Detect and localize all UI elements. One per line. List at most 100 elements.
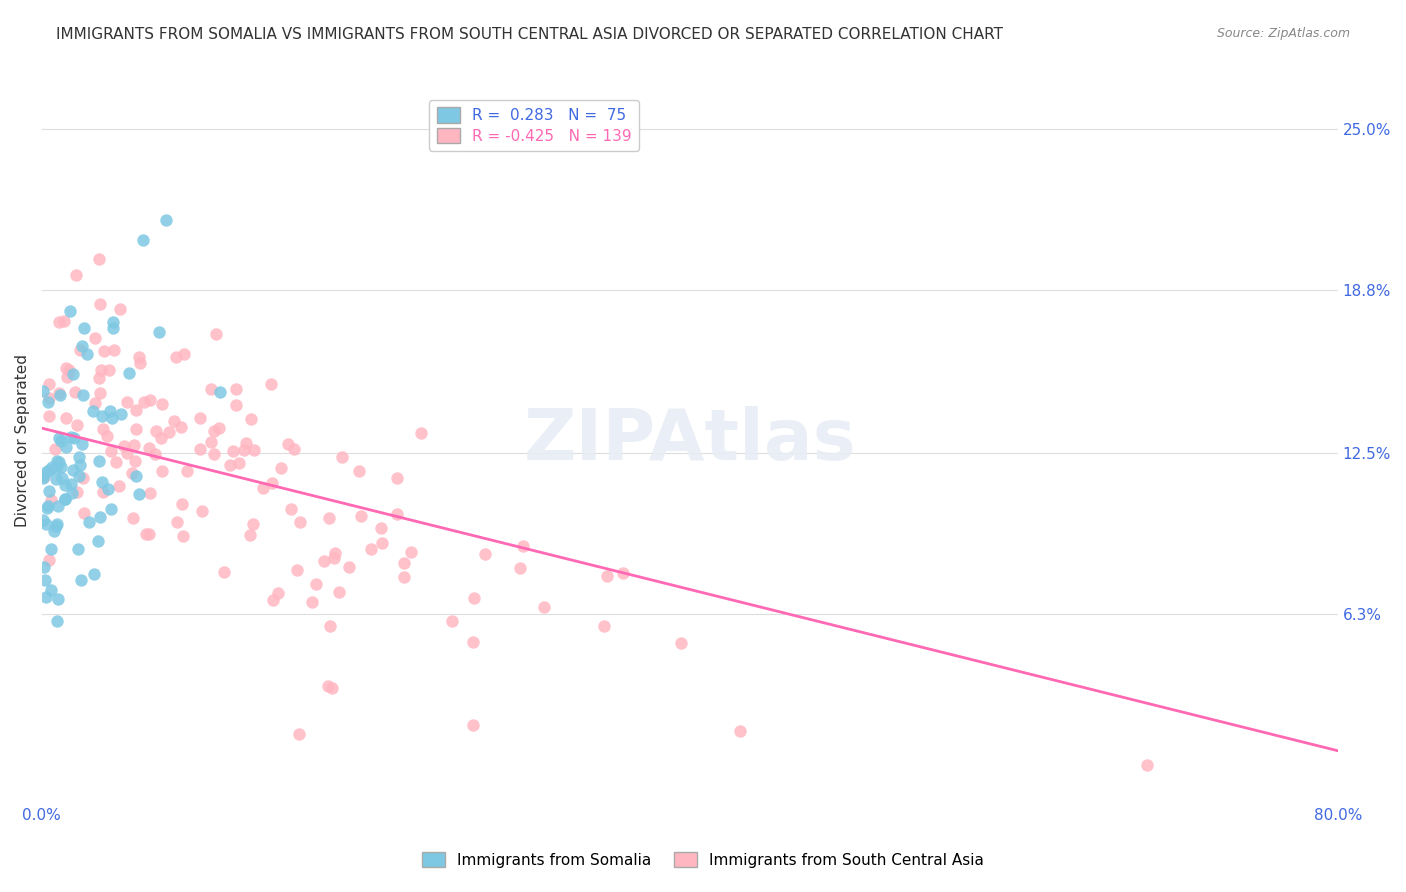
Point	[100, 411, 122, 425]
Point	[225, 398, 247, 412]
Point	[48, 431, 70, 445]
Point	[328, 584, 350, 599]
Point	[83, 567, 105, 582]
Point	[59, 476, 82, 491]
Point	[90, 362, 112, 376]
Point	[259, 377, 281, 392]
Point	[128, 356, 150, 370]
Point	[91, 475, 114, 489]
Point	[267, 586, 290, 600]
Point	[669, 636, 692, 650]
Point	[228, 456, 250, 470]
Point	[38, 391, 60, 405]
Point	[399, 544, 422, 558]
Point	[235, 436, 257, 450]
Point	[56, 370, 79, 384]
Point	[87, 454, 110, 468]
Point	[260, 476, 283, 491]
Point	[202, 447, 225, 461]
Legend: Immigrants from Somalia, Immigrants from South Central Asia: Immigrants from Somalia, Immigrants from…	[415, 844, 991, 875]
Point	[138, 441, 160, 455]
Point	[239, 528, 262, 542]
Point	[474, 547, 496, 561]
Point	[48, 385, 70, 400]
Point	[270, 460, 292, 475]
Point	[53, 492, 76, 507]
Point	[124, 437, 146, 451]
Point	[165, 351, 187, 365]
Point	[392, 570, 415, 584]
Point	[55, 441, 77, 455]
Point	[125, 422, 148, 436]
Point	[41, 460, 63, 475]
Point	[32, 384, 55, 399]
Point	[105, 455, 128, 469]
Point	[125, 469, 148, 483]
Point	[321, 681, 343, 695]
Point	[318, 511, 340, 525]
Point	[35, 500, 58, 515]
Point	[118, 366, 141, 380]
Point	[73, 506, 96, 520]
Point	[90, 409, 112, 423]
Point	[512, 540, 534, 554]
Point	[32, 512, 55, 526]
Point	[170, 497, 193, 511]
Point	[1136, 757, 1159, 772]
Point	[288, 516, 311, 530]
Point	[66, 542, 89, 557]
Point	[48, 387, 70, 401]
Point	[262, 593, 284, 607]
Point	[143, 446, 166, 460]
Point	[45, 454, 67, 468]
Point	[283, 442, 305, 456]
Point	[533, 599, 555, 614]
Point	[44, 442, 66, 456]
Point	[34, 516, 56, 531]
Legend: R =  0.283   N =  75, R = -0.425   N = 139: R = 0.283 N = 75, R = -0.425 N = 139	[429, 100, 640, 152]
Point	[103, 343, 125, 358]
Point	[337, 560, 360, 574]
Point	[277, 437, 299, 451]
Point	[350, 508, 373, 523]
Point	[37, 394, 59, 409]
Point	[67, 468, 90, 483]
Point	[89, 385, 111, 400]
Point	[91, 484, 114, 499]
Point	[312, 553, 335, 567]
Point	[97, 482, 120, 496]
Point	[100, 502, 122, 516]
Point	[202, 424, 225, 438]
Point	[461, 634, 484, 648]
Point	[77, 515, 100, 529]
Point	[370, 521, 392, 535]
Point	[59, 430, 82, 444]
Point	[200, 382, 222, 396]
Point	[76, 347, 98, 361]
Point	[138, 393, 160, 408]
Point	[440, 614, 463, 628]
Point	[115, 394, 138, 409]
Point	[49, 434, 72, 448]
Point	[205, 326, 228, 341]
Point	[91, 421, 114, 435]
Point	[89, 509, 111, 524]
Point	[509, 561, 531, 575]
Point	[38, 483, 60, 498]
Point	[150, 397, 173, 411]
Point	[316, 679, 339, 693]
Point	[110, 407, 132, 421]
Point	[93, 344, 115, 359]
Point	[70, 437, 93, 451]
Point	[42, 524, 65, 538]
Point	[46, 500, 69, 514]
Point	[370, 536, 392, 550]
Point	[240, 412, 263, 426]
Point	[32, 470, 55, 484]
Point	[132, 395, 155, 409]
Point	[612, 566, 634, 581]
Point	[38, 553, 60, 567]
Point	[32, 469, 55, 483]
Point	[48, 316, 70, 330]
Point	[323, 546, 346, 560]
